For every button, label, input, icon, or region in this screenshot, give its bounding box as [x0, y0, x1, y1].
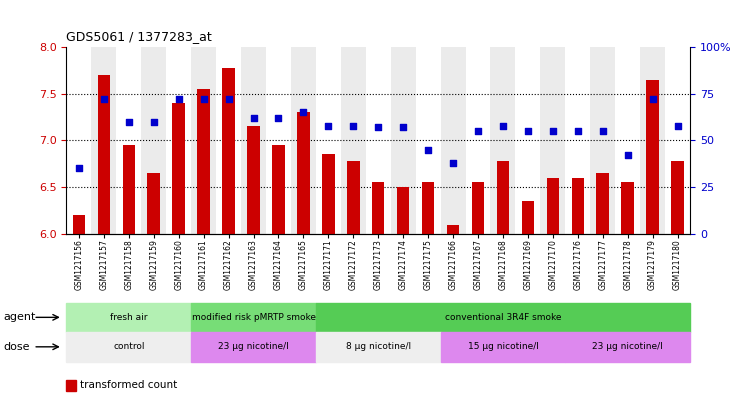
Bar [497, 161, 509, 234]
Bar [322, 154, 334, 234]
Bar [316, 47, 341, 234]
Point [148, 119, 159, 125]
Text: 23 μg nicotine/l: 23 μg nicotine/l [593, 342, 663, 351]
Bar [123, 145, 135, 234]
Bar [166, 47, 191, 234]
Bar [415, 47, 441, 234]
Point [323, 123, 334, 129]
Bar [441, 47, 466, 234]
Point [248, 115, 260, 121]
Text: 8 μg nicotine/l: 8 μg nicotine/l [345, 342, 411, 351]
Bar [466, 47, 491, 234]
Bar [92, 47, 117, 234]
Text: dose: dose [4, 342, 30, 352]
Bar [341, 47, 366, 234]
Point [672, 123, 683, 129]
Text: control: control [113, 342, 145, 351]
Bar [366, 47, 390, 234]
Text: 15 μg nicotine/l: 15 μg nicotine/l [467, 342, 539, 351]
Point [173, 96, 184, 103]
Bar [97, 75, 110, 234]
Bar [66, 332, 191, 362]
Bar [291, 47, 316, 234]
Bar [272, 145, 285, 234]
Bar [397, 187, 410, 234]
Text: 23 μg nicotine/l: 23 μg nicotine/l [218, 342, 289, 351]
Bar [472, 182, 484, 234]
Point [646, 96, 658, 103]
Bar [191, 47, 216, 234]
Bar [247, 127, 260, 234]
Bar [372, 182, 384, 234]
Bar [117, 47, 141, 234]
Bar [571, 178, 584, 234]
Bar [347, 161, 359, 234]
Bar [522, 201, 534, 234]
Bar [515, 47, 540, 234]
Bar [491, 47, 515, 234]
Bar [446, 224, 459, 234]
Bar [672, 161, 684, 234]
Bar [390, 47, 415, 234]
Bar [665, 47, 690, 234]
Point [397, 124, 409, 130]
Bar [216, 47, 241, 234]
Point [547, 128, 559, 134]
Point [223, 96, 235, 103]
Text: modified risk pMRTP smoke: modified risk pMRTP smoke [191, 313, 316, 322]
Bar [565, 332, 690, 362]
Bar [590, 47, 615, 234]
Point [373, 124, 384, 130]
Bar [646, 80, 659, 234]
Bar [222, 68, 235, 234]
Point [98, 96, 110, 103]
Point [622, 152, 634, 158]
Bar [441, 332, 565, 362]
Bar [621, 182, 634, 234]
Point [297, 109, 309, 116]
Bar [173, 103, 185, 234]
Point [447, 160, 459, 166]
Point [73, 165, 85, 172]
Text: conventional 3R4F smoke: conventional 3R4F smoke [445, 313, 561, 322]
Text: agent: agent [4, 312, 36, 322]
Bar [148, 173, 160, 234]
Point [123, 119, 135, 125]
Bar [565, 47, 590, 234]
Point [472, 128, 484, 134]
Bar [141, 47, 166, 234]
Bar [66, 47, 92, 234]
Text: GDS5061 / 1377283_at: GDS5061 / 1377283_at [66, 30, 212, 43]
Bar [547, 178, 559, 234]
Bar [191, 332, 316, 362]
Point [497, 123, 509, 129]
Point [272, 115, 284, 121]
Text: transformed count: transformed count [80, 380, 177, 390]
Point [198, 96, 210, 103]
Bar [540, 47, 565, 234]
Bar [66, 303, 191, 332]
Bar [316, 303, 690, 332]
Bar [640, 47, 665, 234]
Point [597, 128, 609, 134]
Bar [316, 332, 441, 362]
Point [522, 128, 534, 134]
Bar [197, 89, 210, 234]
Bar [615, 47, 640, 234]
Point [572, 128, 584, 134]
Point [348, 123, 359, 129]
Bar [596, 173, 609, 234]
Bar [422, 182, 435, 234]
Point [422, 147, 434, 153]
Bar [241, 47, 266, 234]
Bar [72, 215, 85, 234]
Bar [266, 47, 291, 234]
Bar [297, 112, 310, 234]
Text: fresh air: fresh air [110, 313, 148, 322]
Bar [191, 303, 316, 332]
